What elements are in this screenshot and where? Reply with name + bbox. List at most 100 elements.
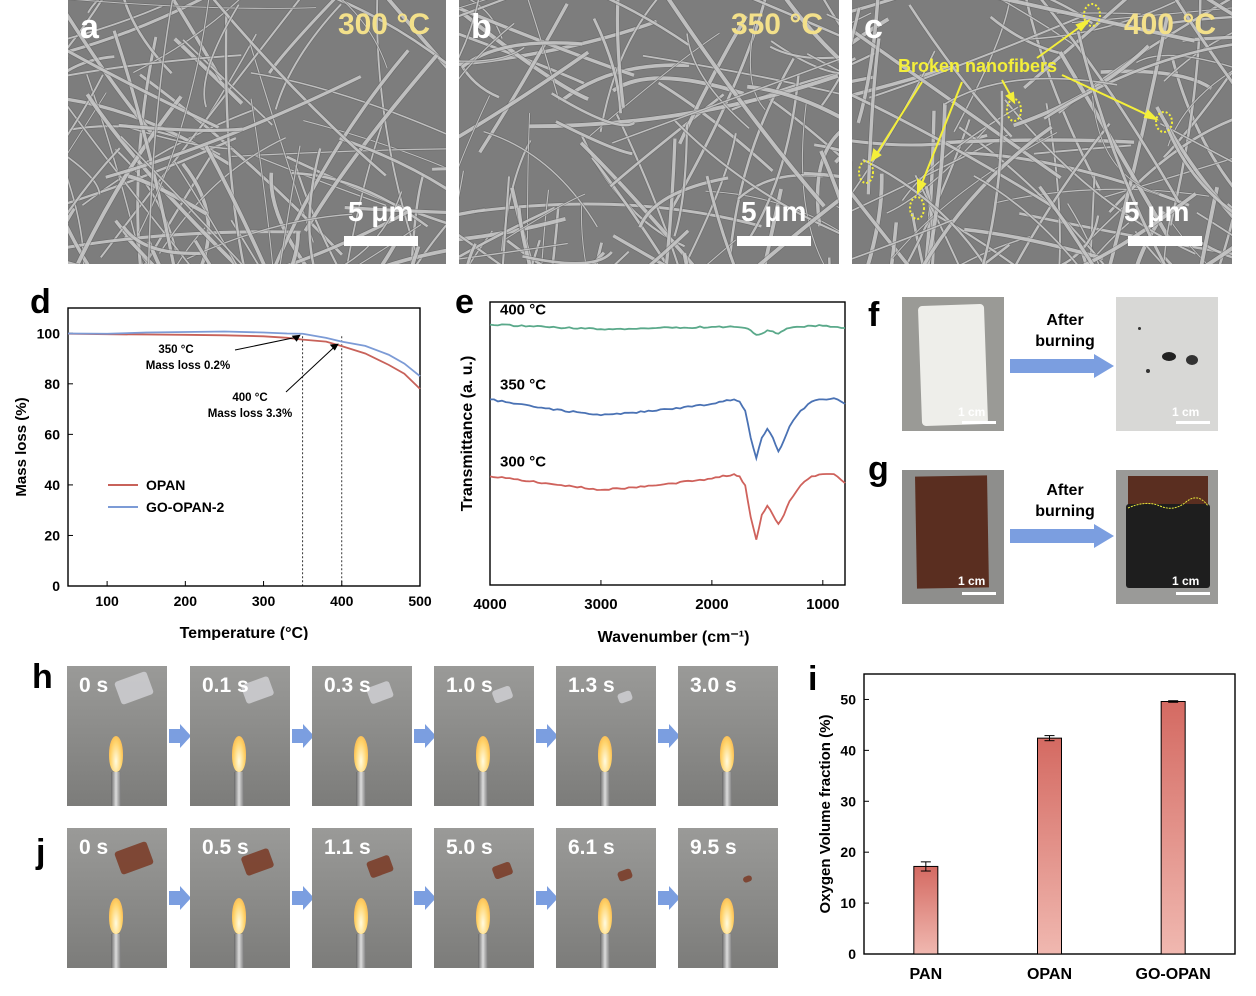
elapsed-time-label: 6.1 s: [568, 836, 615, 859]
scale-label-c: 5 μm: [1124, 196, 1190, 227]
nanofiber: [123, 0, 173, 75]
nanofiber: [114, 148, 178, 253]
nanofiber: [231, 148, 446, 158]
x-axis-label: Temperature (°C): [180, 625, 309, 640]
legend-label: GO-OPAN-2: [146, 499, 225, 515]
annotation-text: 400 °C: [232, 392, 267, 404]
fabric-sample: [491, 861, 514, 880]
after-burning-arrow: [1010, 354, 1114, 378]
lighter-nozzle: [234, 934, 244, 968]
lighter-nozzle: [722, 772, 732, 806]
nanofiber: [204, 145, 266, 264]
arrow-shape: [658, 886, 680, 910]
scale-label: 1 cm: [1172, 574, 1200, 588]
nanofiber: [68, 0, 103, 50]
nanofiber: [815, 130, 839, 227]
nanofiber: [461, 11, 589, 101]
nanofiber: [87, 0, 100, 14]
bar-opan: [1037, 737, 1062, 955]
annotation-text: Mass loss 3.3%: [208, 408, 292, 420]
nanofiber: [339, 137, 446, 191]
nanofiber: [385, 248, 446, 264]
lighter-nozzle: [234, 772, 244, 806]
lighter-nozzle: [356, 934, 366, 968]
x-tick-label: 400: [330, 593, 354, 609]
elapsed-time-label: 9.5 s: [690, 836, 737, 859]
nanofiber: [935, 214, 1015, 264]
nanofiber: [852, 50, 936, 195]
nanofiber: [664, 138, 677, 264]
fabric-sample: [616, 867, 634, 883]
arrow-shape: [414, 724, 436, 748]
fiber-texture: [459, 0, 839, 264]
nanofiber: [105, 75, 362, 179]
spectrum-line: [489, 473, 846, 540]
nanofiber: [1170, 56, 1232, 188]
x-tick-label: 100: [95, 593, 119, 609]
nanofiber: [615, 112, 679, 264]
nanofiber: [657, 81, 774, 172]
nanofiber: [1166, 215, 1208, 264]
nanofiber: [212, 0, 387, 177]
flame-test-photo: 0 s: [67, 666, 167, 806]
nanofiber: [769, 98, 839, 157]
arrow-shape: [292, 886, 314, 910]
nanofiber: [203, 4, 240, 108]
flame: [476, 898, 490, 934]
ash-residue: [1146, 369, 1150, 373]
nanofiber: [806, 53, 839, 72]
arrow-shape: [414, 886, 436, 910]
broken-fiber-annotations: [858, 3, 1173, 220]
nanofiber: [522, 251, 613, 264]
nanofiber: [862, 158, 986, 264]
elapsed-time-label: 0.1 s: [202, 674, 249, 697]
nanofiber: [1000, 0, 1195, 43]
elapsed-time-label: 1.3 s: [568, 674, 615, 697]
series-label: 350 °C: [500, 376, 546, 393]
nanofiber: [856, 0, 880, 124]
lighter-nozzle: [722, 934, 732, 968]
nanofiber: [344, 205, 446, 215]
oxygen-index-chart: 0 10 20 30 40 50 Oxygen Volume fraction (%) PAN…: [817, 673, 1236, 983]
temperature-label-a: 300 °C: [337, 8, 430, 41]
scale-label: 1 cm: [958, 574, 986, 588]
nanofiber: [459, 22, 515, 80]
nanofiber: [1060, 215, 1100, 264]
nanofiber: [819, 150, 839, 203]
fabric-sample: [616, 689, 634, 705]
nanofiber: [852, 65, 952, 98]
nanofiber: [68, 105, 190, 264]
scale-bar-b: [737, 236, 811, 246]
nanofiber: [762, 188, 783, 264]
elapsed-time-label: 0 s: [79, 674, 109, 697]
bar-go-opan: [1160, 700, 1186, 955]
broken-nanofibers-label: Broken nanofibers: [898, 56, 1058, 76]
nanofiber: [118, 123, 243, 132]
nanofiber: [415, 223, 446, 264]
annotation-text: 350 °C: [158, 344, 193, 356]
y-tick-label: 60: [44, 426, 60, 442]
temperature-label-b: 350 °C: [730, 8, 823, 41]
sem-image-c: c 400 °C Broken nanofibers 5 μm: [852, 0, 1232, 264]
x-tick-label: 300: [252, 593, 276, 609]
panel-letter-b: b: [471, 8, 492, 46]
flame-test-photo: 5.0 s: [434, 828, 534, 968]
nanofiber: [551, 206, 560, 264]
nanofiber: [642, 54, 839, 95]
nanofiber: [459, 170, 465, 198]
lighter-nozzle: [356, 772, 366, 806]
y-axis-label: Transmittance (a. u.): [459, 356, 476, 512]
nanofiber: [818, 76, 839, 110]
nanofiber: [960, 235, 1031, 264]
y-tick-label: 20: [44, 527, 60, 543]
nanofiber: [1033, 144, 1132, 155]
nanofiber: [459, 46, 525, 62]
nanofiber: [68, 137, 237, 205]
plot-frame: [489, 301, 846, 586]
y-tick-label: 30: [840, 793, 856, 809]
nanofiber: [459, 0, 480, 59]
nanofiber: [908, 4, 1013, 138]
sequence-arrow: [169, 724, 191, 748]
nanofiber: [591, 156, 668, 264]
nanofiber: [1082, 192, 1197, 264]
